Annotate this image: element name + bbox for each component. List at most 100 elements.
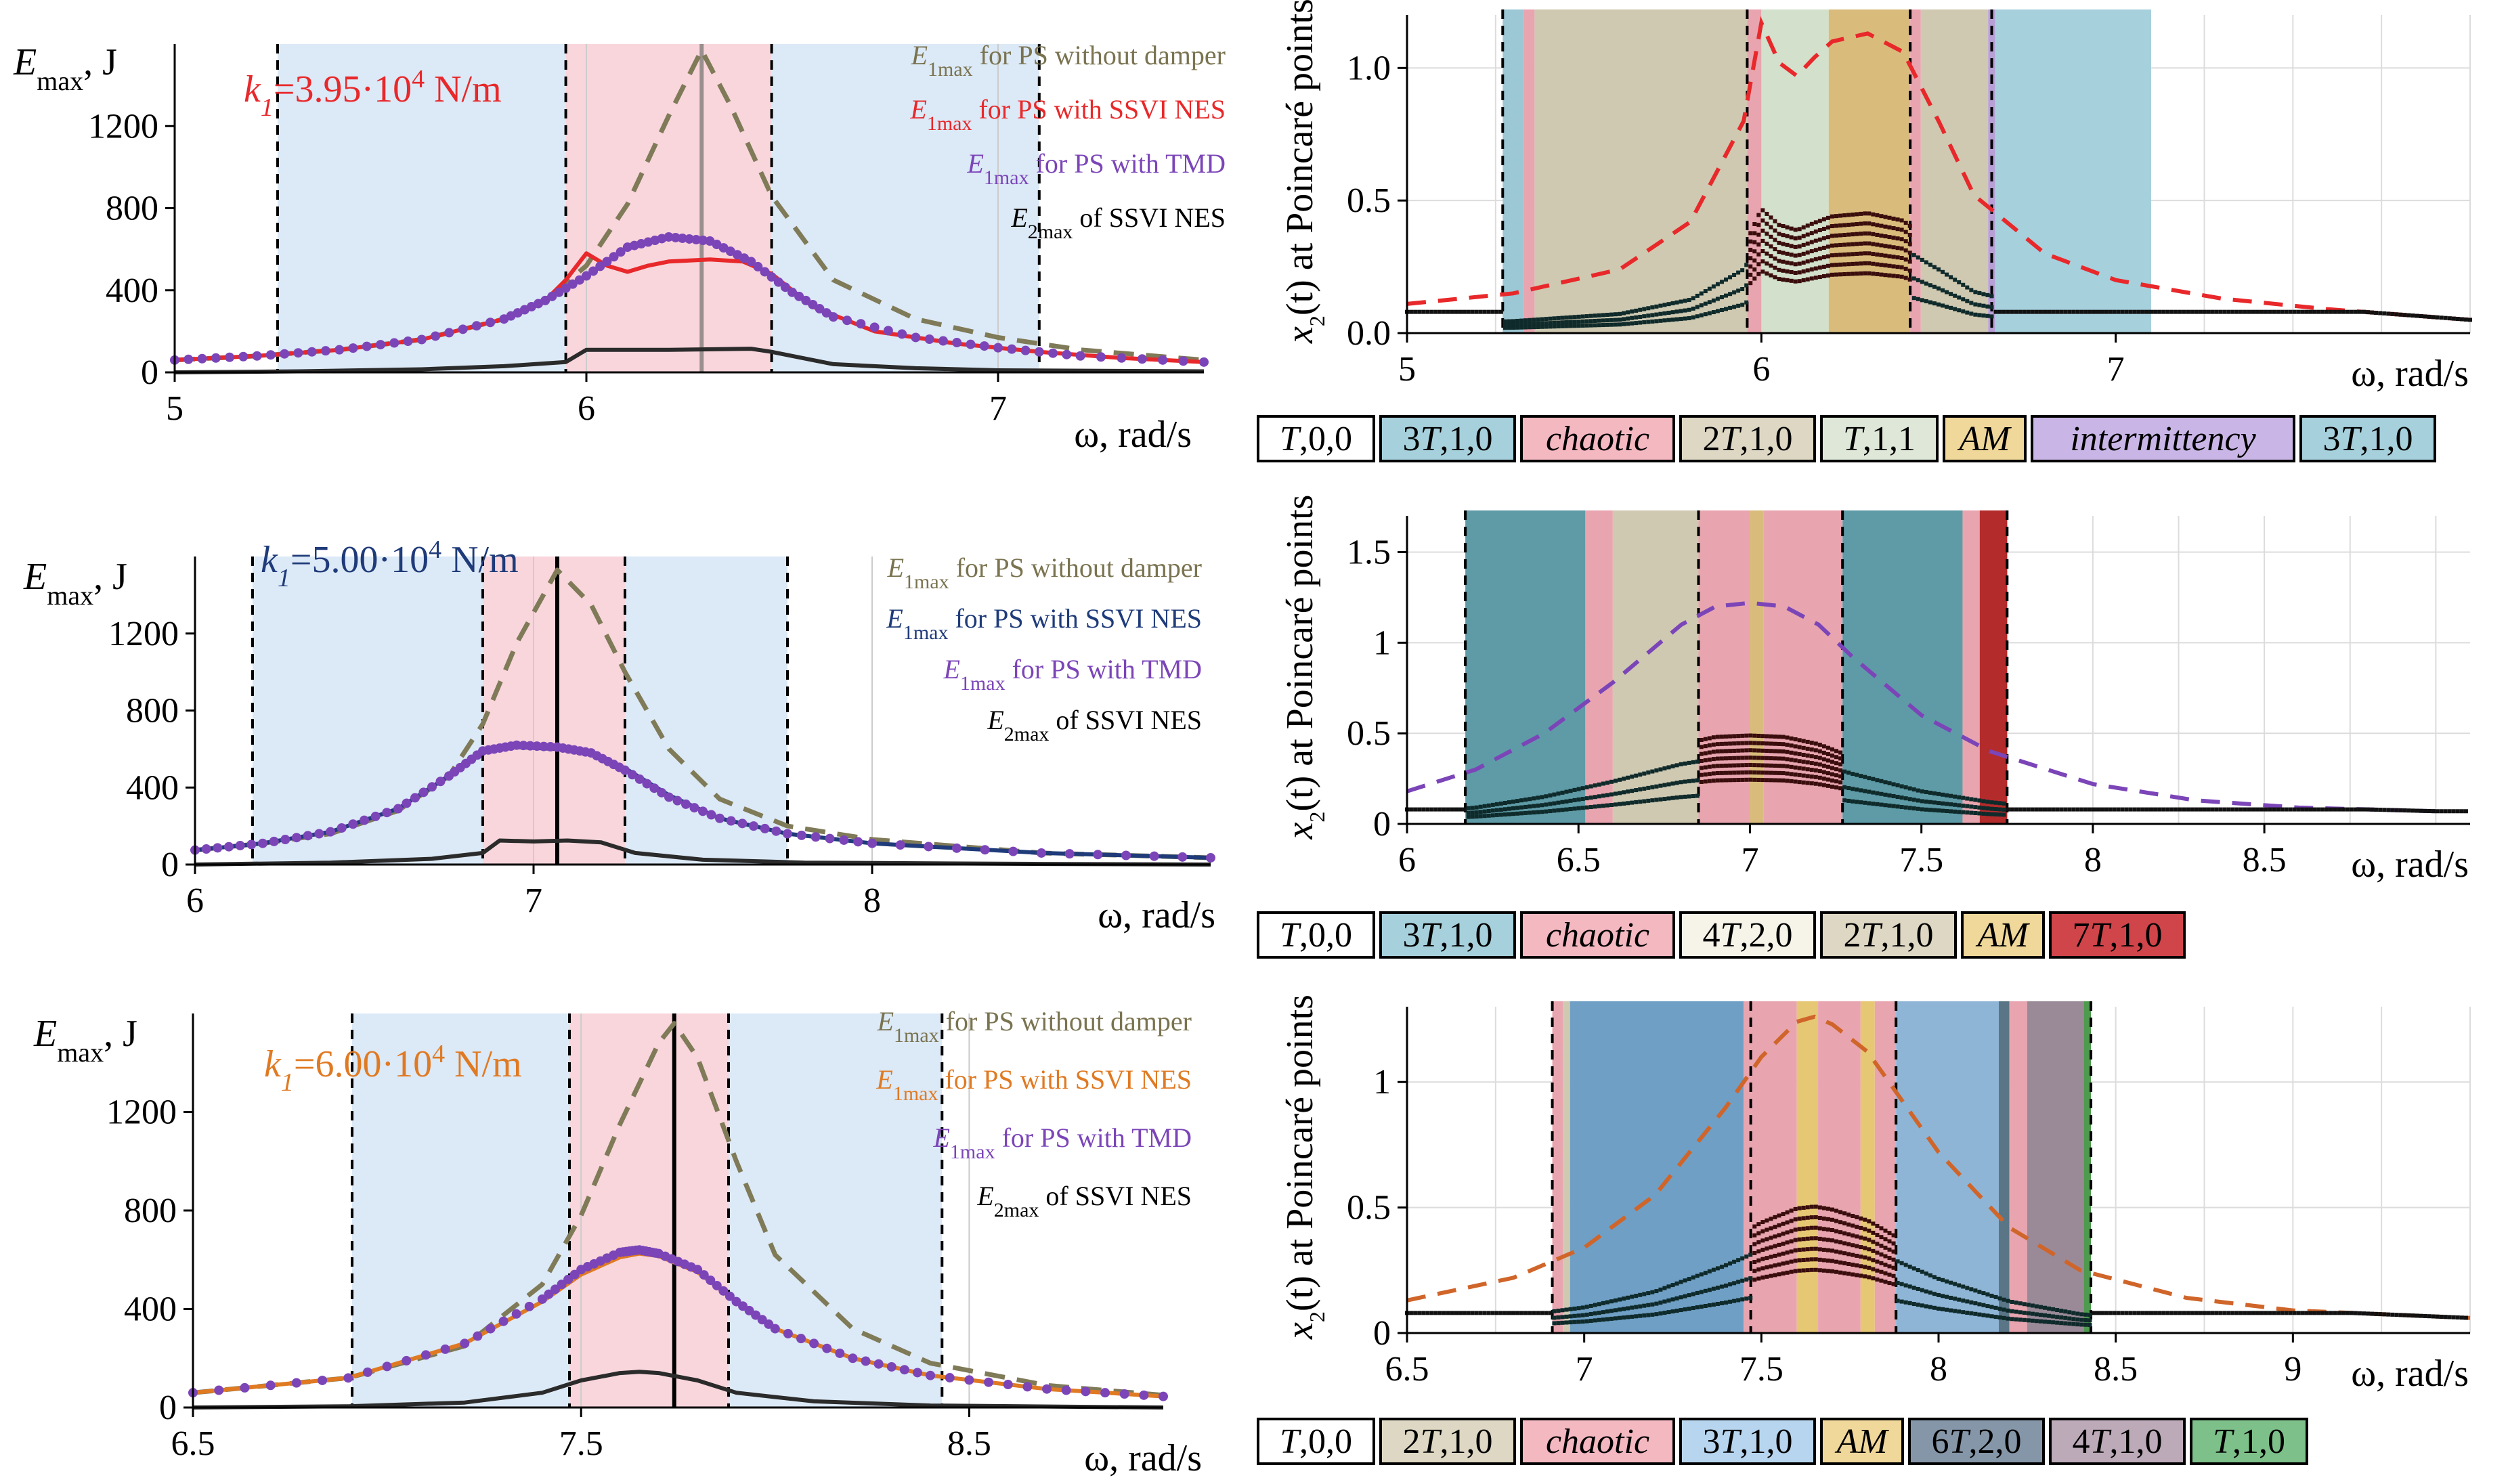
poincare-point	[1846, 1252, 1851, 1257]
poincare-point	[1703, 765, 1708, 770]
poincare-point	[1961, 309, 1966, 313]
x-axis-label: ω, rad/s	[2351, 844, 2469, 886]
poincare-point	[2247, 1311, 2251, 1315]
poincare-point	[1719, 1301, 1724, 1305]
poincare-point	[1805, 232, 1810, 237]
tmd-point	[376, 340, 385, 350]
poincare-point	[1989, 1314, 1994, 1319]
poincare-point	[1834, 1219, 1839, 1223]
poincare-point	[1711, 742, 1716, 747]
x-axis-label: ω, rad/s	[2351, 353, 2469, 395]
poincare-point	[1989, 806, 1994, 811]
poincare-point	[2320, 807, 2325, 812]
poincare-point	[1728, 778, 1733, 783]
poincare-point	[1732, 734, 1737, 739]
poincare-point	[2063, 1315, 2068, 1320]
poincare-point	[1797, 772, 1802, 777]
poincare-point	[1867, 231, 1872, 236]
poincare-point	[1662, 1286, 1667, 1290]
poincare-point	[1797, 270, 1802, 275]
poincare-point	[1597, 318, 1601, 323]
y-tick-label: 1200	[88, 107, 158, 146]
poincare-point	[1576, 1313, 1581, 1318]
y-tick-label: 0.0	[1347, 314, 1391, 353]
legend-symbol: E	[886, 603, 903, 634]
poincare-point	[2419, 808, 2423, 813]
poincare-point	[2100, 807, 2104, 812]
poincare-point	[1756, 1267, 1761, 1272]
poincare-point	[1769, 263, 1773, 268]
poincare-point	[1502, 319, 1507, 324]
poincare-point	[1793, 751, 1798, 756]
poincare-point	[2067, 1322, 2072, 1326]
poincare-point	[1797, 261, 1802, 266]
poincare-point	[1817, 769, 1822, 774]
poincare-point	[1911, 1266, 1916, 1271]
poincare-point	[1891, 255, 1896, 259]
poincare-point	[2083, 1312, 2088, 1317]
poincare-point	[1817, 1257, 1822, 1262]
tmd-point	[265, 1380, 276, 1391]
poincare-point	[1736, 1280, 1741, 1284]
poincare-point	[1413, 309, 1418, 314]
poincare-point	[1899, 805, 1904, 810]
tmd-point	[539, 741, 548, 751]
poincare-point	[1691, 794, 1695, 799]
poincare-point	[1785, 757, 1790, 762]
poincare-point	[1507, 800, 1511, 805]
poincare-point	[1834, 749, 1839, 754]
legend-sub: 1max	[893, 1083, 938, 1105]
legend-sub: 1max	[928, 58, 973, 81]
poincare-point	[1622, 777, 1626, 781]
poincare-point	[1601, 313, 1605, 318]
poincare-point	[1666, 1310, 1671, 1315]
poincare-point	[1855, 251, 1859, 256]
stiffness-label-unit: N/m	[425, 68, 502, 110]
poincare-point	[1973, 1288, 1978, 1293]
poincare-point	[1781, 278, 1786, 282]
tmd-point	[567, 279, 578, 289]
tmd-point	[337, 823, 347, 833]
poincare-point	[1945, 808, 1949, 813]
poincare-point	[1658, 1287, 1663, 1292]
poincare-point	[1821, 1216, 1826, 1221]
poincare-point	[1809, 747, 1814, 752]
regime-legend-label: 3T,1,0	[1403, 420, 1493, 458]
poincare-point	[1932, 1275, 1937, 1280]
poincare-point	[1891, 1265, 1896, 1270]
poincare-point	[2026, 1311, 2031, 1315]
legend-entry: E2max of SSVI NES	[976, 1181, 1192, 1221]
poincare-point	[1719, 1265, 1724, 1269]
tmd-point	[416, 334, 427, 345]
poincare-point	[1813, 238, 1818, 243]
tmd-point	[214, 1385, 224, 1395]
poincare-point	[1809, 221, 1814, 226]
poincare-point	[1634, 308, 1639, 313]
poincare-point	[1965, 1286, 1970, 1290]
poincare-point	[1540, 317, 1544, 322]
poincare-point	[1732, 1281, 1737, 1286]
x-tick-label: 7	[525, 881, 542, 920]
poincare-point	[1490, 1311, 1495, 1315]
poincare-point	[1437, 807, 1442, 812]
poincare-point	[1773, 1234, 1777, 1239]
poincare-point	[2079, 309, 2084, 314]
poincare-point	[1765, 1274, 1769, 1279]
poincare-point	[1785, 260, 1790, 265]
tmd-point	[821, 308, 831, 318]
tmd-point	[561, 283, 571, 293]
poincare-point	[1760, 1257, 1765, 1261]
poincare-point	[1719, 741, 1724, 746]
poincare-point	[1838, 786, 1843, 791]
x-tick-label: 6	[186, 881, 204, 920]
tmd-point	[550, 1284, 560, 1294]
poincare-point	[2316, 309, 2321, 314]
legend-sub: 2max	[1004, 723, 1050, 745]
poincare-point	[1863, 1274, 1867, 1279]
poincare-point	[1564, 807, 1569, 812]
poincare-point	[1941, 303, 1945, 308]
poincare-point	[1662, 766, 1667, 770]
poincare-point	[2406, 313, 2411, 318]
poincare-point	[1879, 253, 1884, 257]
poincare-point	[1781, 778, 1786, 783]
